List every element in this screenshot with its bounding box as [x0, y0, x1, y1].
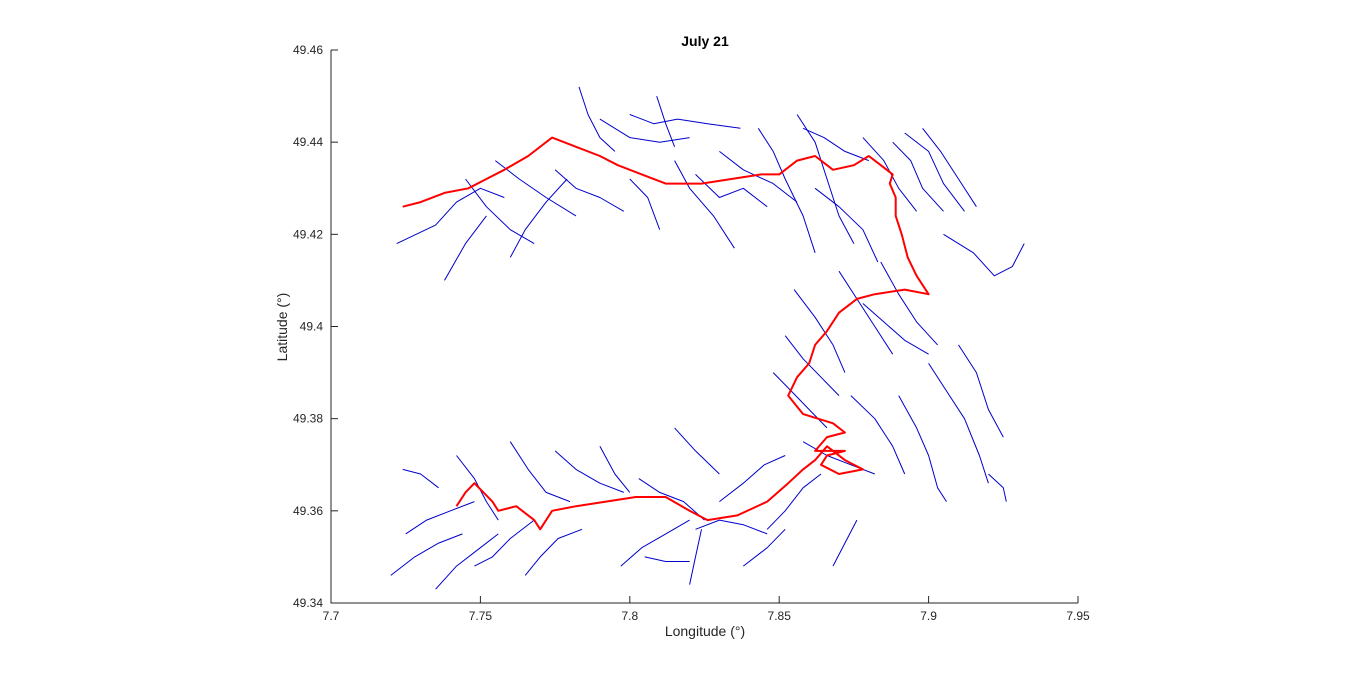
- y-tick-label: 49.42: [293, 227, 323, 241]
- blue-trace-segment-27: [784, 335, 840, 396]
- blue-trace-segment-14: [757, 128, 816, 253]
- blue-trace-segment-2: [465, 178, 535, 245]
- blue-trace-segment-41: [689, 529, 702, 585]
- y-tick-label: 49.44: [293, 135, 323, 149]
- blue-trace-segment-52: [644, 556, 690, 562]
- blue-trace-segment-1: [444, 215, 487, 281]
- blue-trace-segment-24: [862, 303, 929, 355]
- blue-trace-segment-38: [638, 478, 705, 521]
- blue-trace-segment-0: [396, 187, 505, 245]
- x-tick-label: 7.75: [469, 609, 493, 623]
- blue-trace-segment-29: [802, 441, 875, 475]
- blue-trace-segment-13: [719, 151, 798, 203]
- blue-trace-segment-50: [524, 528, 583, 576]
- blue-trace-segment-11: [674, 160, 735, 249]
- blue-trace-segment-53: [742, 528, 786, 567]
- y-tick-label: 49.46: [293, 43, 323, 57]
- blue-trace-segment-43: [509, 441, 571, 503]
- blue-trace-segment-25: [838, 270, 894, 355]
- blue-trace-segment-44: [554, 450, 624, 493]
- red-route-series: [402, 136, 930, 531]
- y-tick-label: 49.36: [293, 504, 323, 518]
- blue-trace-segment-5: [554, 169, 625, 212]
- blue-trace-segment-31: [898, 395, 947, 502]
- blue-trace-segment-36: [719, 455, 786, 502]
- blue-trace-segment-12: [695, 174, 768, 208]
- blue-trace-segment-32: [928, 363, 989, 484]
- blue-trace-segment-23: [880, 261, 938, 346]
- y-axis-ticks: 49.34 49.36 49.38 49.4 49.42 49.44 49.46: [293, 43, 338, 610]
- blue-trace-segment-4: [509, 178, 568, 258]
- blue-trace-segment-6: [578, 86, 616, 152]
- blue-trace-segment-49: [474, 519, 535, 567]
- blue-trace-series: [390, 86, 1025, 590]
- blue-trace-segment-9: [656, 95, 676, 147]
- blue-trace-segment-7: [599, 118, 690, 143]
- x-tick-label: 7.95: [1066, 609, 1090, 623]
- blue-trace-segment-18: [862, 137, 917, 212]
- blue-trace-segment-3: [494, 160, 577, 217]
- blue-trace-segment-48: [435, 533, 499, 590]
- x-axis-label: Longitude (°): [665, 623, 745, 639]
- red-route-segment-0: [402, 136, 930, 531]
- blue-trace-segment-42: [674, 427, 720, 475]
- blue-trace-segment-34: [988, 473, 1007, 502]
- blue-trace-segment-37: [695, 519, 768, 535]
- y-tick-label: 49.38: [293, 412, 323, 426]
- x-axis-ticks: 7.7 7.75 7.8 7.85 7.9 7.95: [323, 596, 1090, 623]
- x-tick-label: 7.7: [323, 609, 340, 623]
- blue-trace-segment-17: [814, 187, 879, 263]
- x-tick-label: 7.8: [621, 609, 638, 623]
- y-tick-label: 49.34: [293, 596, 323, 610]
- blue-trace-segment-16: [802, 127, 869, 162]
- blue-trace-segment-8: [629, 114, 741, 129]
- x-tick-label: 7.9: [920, 609, 937, 623]
- blue-trace-segment-33: [958, 344, 1004, 438]
- blue-trace-segment-39: [599, 446, 631, 493]
- blue-trace-segment-40: [620, 519, 690, 567]
- blue-trace-segment-26: [793, 289, 846, 373]
- chart-title: July 21: [681, 33, 729, 49]
- blue-trace-segment-47: [390, 533, 463, 576]
- blue-trace-segment-20: [904, 132, 965, 212]
- y-axis-label: Latitude (°): [274, 293, 290, 362]
- blue-trace-segment-10: [629, 178, 661, 230]
- blue-trace-segment-21: [922, 127, 977, 207]
- blue-trace-segment-15: [796, 114, 855, 244]
- blue-trace-segment-51: [402, 468, 439, 489]
- blue-trace-segment-30: [850, 395, 906, 475]
- blue-trace-segment-22: [943, 233, 1025, 277]
- blue-trace-segment-46: [405, 501, 475, 535]
- y-tick-label: 49.4: [300, 320, 324, 334]
- blue-trace-segment-19: [892, 141, 944, 212]
- x-tick-label: 7.85: [768, 609, 792, 623]
- blue-trace-segment-54: [832, 519, 858, 567]
- blue-trace-segment-45: [456, 455, 499, 521]
- blue-trace-segment-35: [766, 473, 822, 530]
